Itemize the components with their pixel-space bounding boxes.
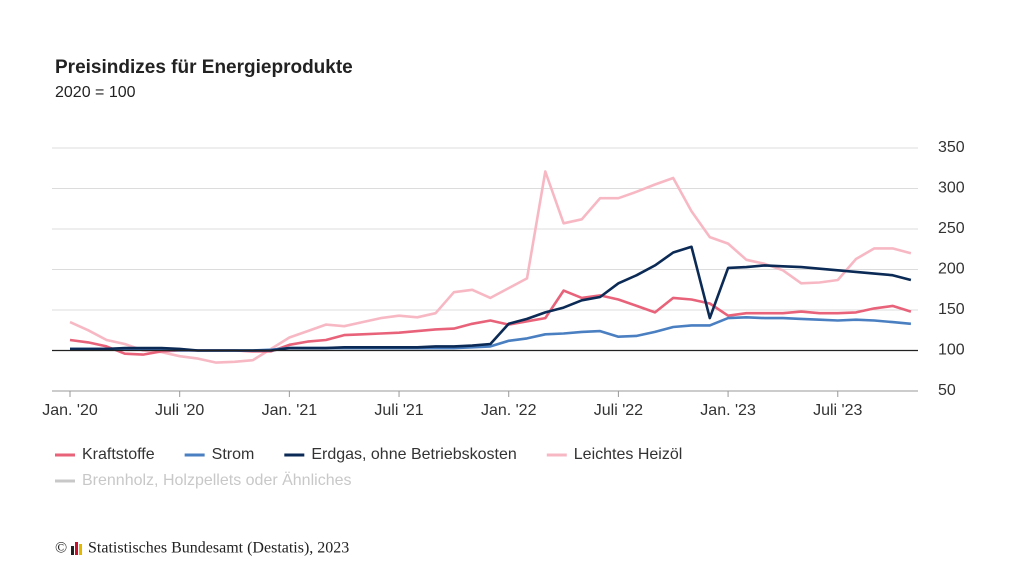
legend: Kraftstoffe Strom Erdgas, ohne Betriebskos… xyxy=(55,446,682,489)
legend-label: Strom xyxy=(212,446,255,463)
y-tick-label: 150 xyxy=(938,301,965,318)
legend-label: Brennholz, Holzpellets oder Ähnliches xyxy=(82,471,351,489)
legend-label: Kraftstoffe xyxy=(82,446,155,463)
x-tick-label: Jan. '21 xyxy=(262,402,318,419)
y-tick-label: 100 xyxy=(938,342,965,359)
chart-subtitle: 2020 = 100 xyxy=(55,84,136,101)
legend-item[interactable]: Erdgas, ohne Betriebskosten xyxy=(284,446,517,463)
x-tick-label: Juli '23 xyxy=(813,402,862,419)
x-tick-label: Jan. '20 xyxy=(42,402,98,419)
x-tick-label: Juli '21 xyxy=(374,402,423,419)
legend-label: Erdgas, ohne Betriebskosten xyxy=(311,446,516,463)
x-tick-label: Jan. '22 xyxy=(481,402,537,419)
legend-label: Leichtes Heizöl xyxy=(574,446,683,463)
y-tick-label: 250 xyxy=(938,220,965,237)
legend-item[interactable]: Strom xyxy=(184,446,255,463)
copyright: © xyxy=(55,540,67,557)
y-tick-label: 200 xyxy=(938,261,965,278)
x-tick-label: Jan. '23 xyxy=(700,402,756,419)
chart-title: Preisindizes für Energieprodukte xyxy=(55,57,353,78)
y-tick-label: 300 xyxy=(938,180,965,197)
grid: 50 100 150 200 250 300 350 Jan. '20 Juli '20 Jan.… xyxy=(42,139,965,419)
legend-item[interactable]: Brennholz, Holzpellets oder Ähnliches xyxy=(55,471,351,489)
legend-item[interactable]: Leichtes Heizöl xyxy=(546,446,683,463)
plot-area xyxy=(52,170,918,364)
y-tick-label: 50 xyxy=(938,382,956,399)
series-line xyxy=(70,316,912,352)
source: Statistisches Bundesamt (Destatis), 2023 xyxy=(88,540,349,557)
x-tick-label: Juli '22 xyxy=(594,402,643,419)
y-tick-label: 350 xyxy=(938,139,965,156)
logo xyxy=(71,542,82,555)
x-tick-label: Juli '20 xyxy=(155,402,204,419)
legend-item[interactable]: Kraftstoffe xyxy=(55,446,155,463)
